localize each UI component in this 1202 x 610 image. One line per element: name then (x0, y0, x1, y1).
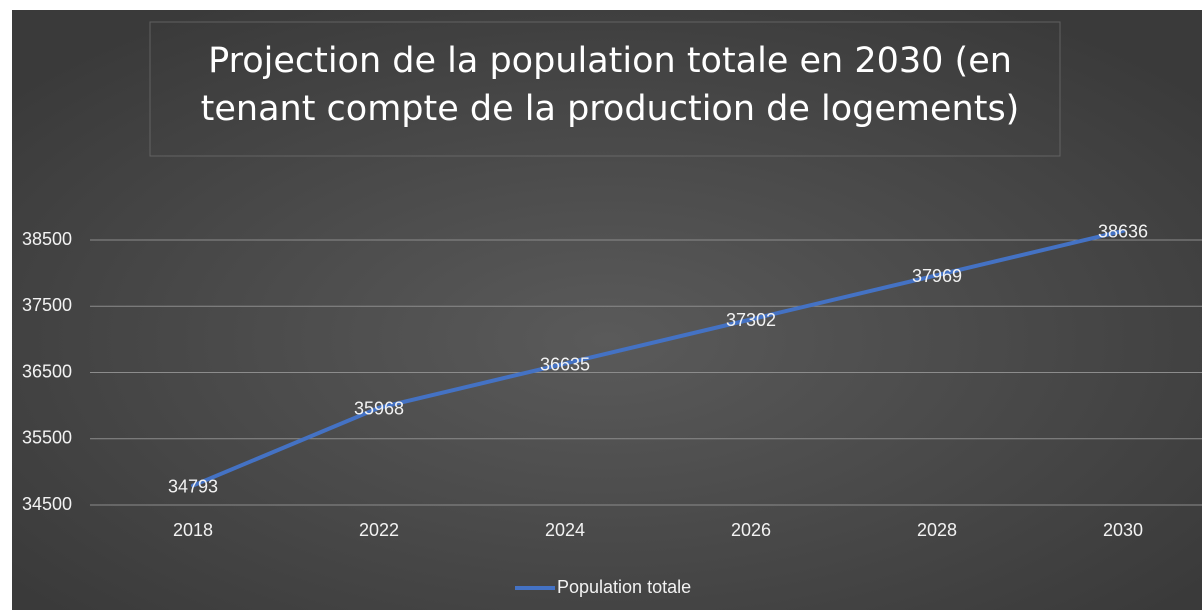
data-label: 36635 (540, 354, 590, 374)
legend-label: Population totale (557, 577, 691, 597)
x-tick-label: 2026 (731, 520, 771, 540)
x-tick-label: 2022 (359, 520, 399, 540)
y-tick-label: 37500 (22, 295, 72, 315)
x-tick-label: 2030 (1103, 520, 1143, 540)
data-label: 37969 (912, 266, 962, 286)
x-tick-label: 2018 (173, 520, 213, 540)
data-label: 35968 (354, 398, 404, 418)
data-line (191, 228, 1125, 488)
data-label: 37302 (726, 310, 776, 330)
chart-background (12, 10, 1202, 610)
data-label: 38636 (1098, 222, 1148, 242)
y-tick-label: 35500 (22, 428, 72, 448)
y-tick-label: 36500 (22, 361, 72, 381)
data-label: 34793 (168, 476, 218, 496)
title-frame (149, 21, 1061, 157)
x-tick-label: 2024 (545, 520, 585, 540)
x-tick-label: 2028 (917, 520, 957, 540)
chart-title: Projection de la population totale en 20… (208, 41, 1012, 81)
chart-title: tenant compte de la production de logeme… (201, 89, 1020, 129)
y-tick-label: 34500 (22, 494, 72, 514)
y-tick-label: 38500 (22, 229, 72, 249)
